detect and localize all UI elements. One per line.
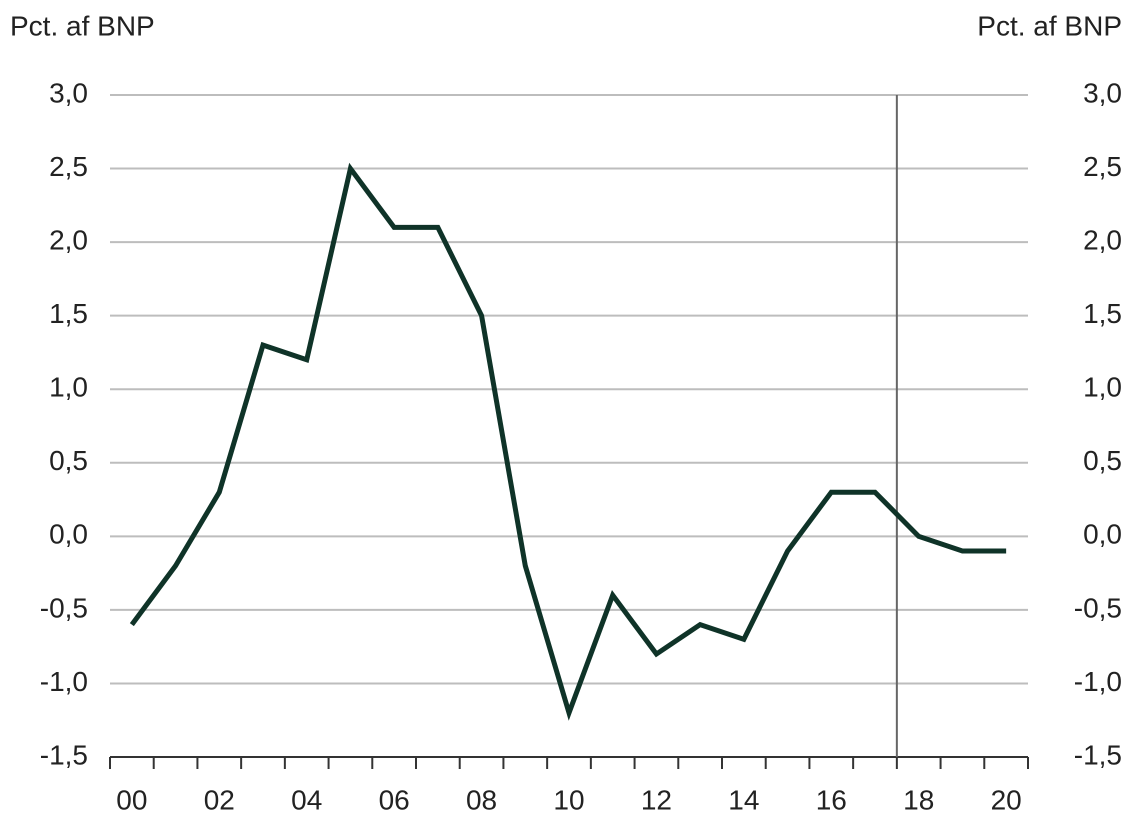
y-tick-label: -1,5 [40, 739, 88, 770]
y-tick-label: 0,0 [49, 519, 88, 550]
y2-tick-label: 1,5 [1083, 298, 1122, 329]
x-tick-label: 02 [204, 784, 235, 815]
y-tick-label: 0,5 [49, 445, 88, 476]
y-tick-label: 2,5 [49, 151, 88, 182]
y2-tick-label: -1,5 [1074, 739, 1122, 770]
y2-tick-label: 3,0 [1083, 77, 1122, 108]
x-tick-label: 12 [641, 784, 672, 815]
y2-tick-label: 0,0 [1083, 519, 1122, 550]
x-tick-label: 18 [903, 784, 934, 815]
x-tick-label: 06 [379, 784, 410, 815]
line-series [129, 162, 1007, 721]
y2-tick-label: 2,5 [1083, 151, 1122, 182]
y2-tick-label: -0,5 [1074, 592, 1122, 623]
y-tick-label: -1,0 [40, 666, 88, 697]
y2-tick-label: 2,0 [1083, 225, 1122, 256]
y2-axis-label: Pct. af BNP [977, 10, 1122, 41]
y-tick-label: 1,5 [49, 298, 88, 329]
y-tick-label: 3,0 [49, 77, 88, 108]
y-axis-label: Pct. af BNP [10, 10, 155, 41]
y-tick-label: -0,5 [40, 592, 88, 623]
x-tick-label: 04 [291, 784, 322, 815]
x-tick-label: 14 [728, 784, 759, 815]
y2-tick-label: 1,0 [1083, 372, 1122, 403]
y2-tick-label: 0,5 [1083, 445, 1122, 476]
y-tick-label: 1,0 [49, 372, 88, 403]
y-tick-label: 2,0 [49, 225, 88, 256]
x-tick-label: 08 [466, 784, 497, 815]
x-tick-label: 10 [553, 784, 584, 815]
x-tick-label: 16 [816, 784, 847, 815]
x-tick-label: 00 [116, 784, 147, 815]
x-tick-label: 20 [991, 784, 1022, 815]
y2-tick-label: -1,0 [1074, 666, 1122, 697]
